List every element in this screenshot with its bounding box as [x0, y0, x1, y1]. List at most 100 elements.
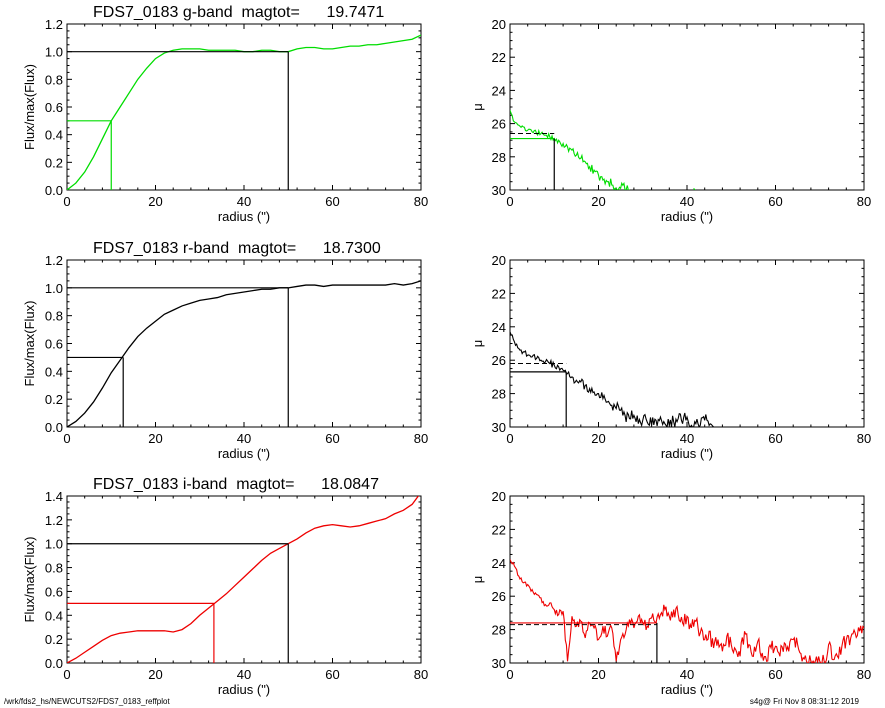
y-axis-label: μ [470, 103, 485, 111]
y-tick-label: 0.8 [45, 561, 63, 576]
y-tick-label: 0.2 [45, 392, 63, 407]
y-tick-label: 0.6 [45, 337, 63, 352]
mu-profile-line [510, 559, 864, 663]
data-layer [510, 331, 714, 427]
panel-title: FDS7_0183 g-band magtot= 19.7471 [93, 4, 384, 21]
x-tick-label: 20 [591, 667, 605, 682]
y-tick-label: 0.0 [45, 656, 63, 671]
y-axis-label: μ [470, 576, 485, 584]
y-tick-label: 0.6 [45, 100, 63, 115]
panel-6: 0 20 40 60 80 20 22 24 26 28 30 radius (") μ [470, 489, 871, 697]
x-tick-label: 60 [325, 667, 339, 682]
x-tick-label: 80 [414, 667, 428, 682]
y-tick-label: 30 [492, 183, 506, 198]
mu-profile-line [510, 110, 630, 190]
y-tick-label: 20 [492, 489, 506, 504]
x-tick-label: 60 [325, 194, 339, 209]
y-tick-label: 26 [492, 117, 506, 132]
y-tick-label: 24 [492, 83, 506, 98]
x-tick-label: 80 [857, 194, 871, 209]
y-tick-label: 1.2 [45, 17, 63, 32]
panel-2: 0 20 40 60 80 20 22 24 26 28 30 radius (") μ [470, 17, 871, 224]
x-tick-label: 60 [768, 431, 782, 446]
y-tick-label: 0.8 [45, 72, 63, 87]
x-tick-label: 0 [63, 194, 70, 209]
x-tick-label: 40 [237, 667, 251, 682]
y-axis-label: Flux/max(Flux) [22, 64, 37, 150]
y-tick-label: 28 [492, 150, 506, 165]
y-axis-label: Flux/max(Flux) [22, 301, 37, 387]
y-tick-label: 1.4 [45, 489, 63, 504]
panel-title: FDS7_0183 r-band magtot= 18.7300 [93, 240, 381, 257]
y-tick-label: 0.0 [45, 420, 63, 435]
x-tick-label: 80 [414, 194, 428, 209]
x-tick-label: 80 [414, 431, 428, 446]
x-tick-label: 20 [148, 194, 162, 209]
y-tick-label: 1.0 [45, 537, 63, 552]
x-axis-label: radius (") [661, 446, 713, 461]
y-tick-label: 24 [492, 320, 506, 335]
growth-curve-line [67, 280, 421, 427]
x-axis-label: radius (") [661, 682, 713, 697]
data-layer [67, 34, 421, 190]
data-layer [510, 559, 864, 663]
y-tick-label: 28 [492, 387, 506, 402]
x-tick-label: 80 [857, 431, 871, 446]
x-tick-label: 40 [237, 194, 251, 209]
x-tick-label: 80 [857, 667, 871, 682]
x-tick-label: 0 [506, 194, 513, 209]
y-tick-label: 0.4 [45, 128, 63, 143]
x-tick-label: 20 [148, 431, 162, 446]
mu-profile-fragment [693, 187, 696, 190]
x-tick-label: 60 [768, 194, 782, 209]
y-tick-label: 0.4 [45, 364, 63, 379]
growth-curve-line [67, 34, 421, 190]
panel-3: 0 20 40 60 80 0.0 0.2 0.4 0.6 0.8 1.0 1.2 radius (")… [22, 240, 428, 461]
x-tick-label: 0 [506, 431, 513, 446]
footer-path-label: /wrk/fds2_hs/NEWCUTS2/FDS7_0183_reffplot [4, 697, 170, 706]
y-axis-label: μ [470, 340, 485, 348]
y-tick-label: 20 [492, 253, 506, 268]
mu-profile-line [510, 331, 714, 427]
x-tick-label: 0 [506, 667, 513, 682]
x-tick-label: 60 [325, 431, 339, 446]
y-tick-label: 26 [492, 353, 506, 368]
x-tick-label: 0 [63, 431, 70, 446]
y-tick-label: 24 [492, 556, 506, 571]
y-tick-label: 1.0 [45, 281, 63, 296]
y-tick-label: 22 [492, 522, 506, 537]
y-tick-label: 30 [492, 420, 506, 435]
x-tick-label: 20 [591, 431, 605, 446]
x-tick-label: 60 [768, 667, 782, 682]
y-tick-label: 0.6 [45, 584, 63, 599]
plot-frame [509, 23, 865, 191]
y-tick-label: 1.2 [45, 513, 63, 528]
growth-curve-line [67, 496, 420, 663]
y-tick-label: 0.0 [45, 183, 63, 198]
data-layer [67, 280, 421, 427]
y-tick-label: 22 [492, 50, 506, 65]
plot-frame [66, 495, 422, 664]
plot-frame [509, 495, 865, 664]
x-tick-label: 40 [237, 431, 251, 446]
panel-4: 0 20 40 60 80 20 22 24 26 28 30 radius (") μ [470, 253, 871, 461]
panel-1: 0 20 40 60 80 0.0 0.2 0.4 0.6 0.8 1.0 1.2 radius (")… [22, 4, 428, 224]
data-layer [67, 496, 420, 663]
y-tick-label: 1.2 [45, 253, 63, 268]
y-tick-label: 0.8 [45, 309, 63, 324]
footer-timestamp-label: s4g@ Fri Nov 8 08:31:12 2019 [749, 697, 859, 706]
y-tick-label: 1.0 [45, 45, 63, 60]
x-axis-label: radius (") [218, 682, 270, 697]
y-axis-label: Flux/max(Flux) [22, 537, 37, 623]
x-tick-label: 40 [680, 667, 694, 682]
panel-title: FDS7_0183 i-band magtot= 18.0847 [93, 476, 379, 493]
x-tick-label: 0 [63, 667, 70, 682]
y-tick-label: 22 [492, 286, 506, 301]
y-tick-label: 0.2 [45, 632, 63, 647]
x-tick-label: 40 [680, 194, 694, 209]
y-tick-label: 20 [492, 17, 506, 32]
x-tick-label: 20 [591, 194, 605, 209]
x-axis-label: radius (") [218, 446, 270, 461]
y-tick-label: 0.2 [45, 155, 63, 170]
